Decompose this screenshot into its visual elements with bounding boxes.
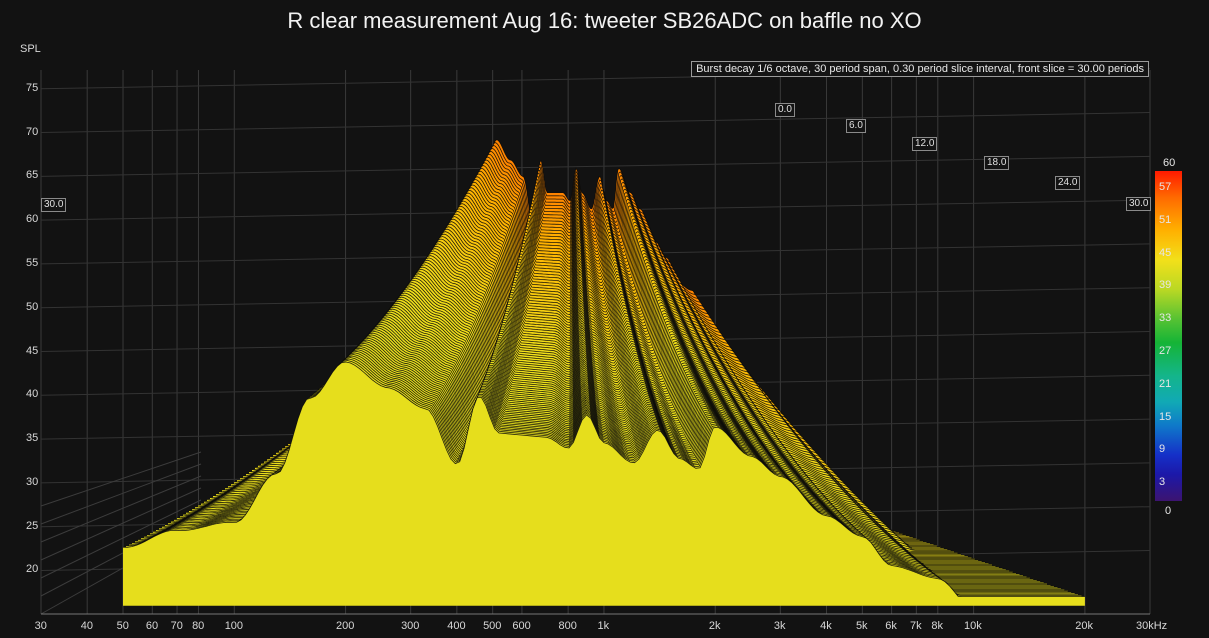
depth-tick-label: 0.0 — [775, 103, 795, 117]
x-tick-label: 60 — [145, 620, 159, 632]
y-tick-label: 75 — [26, 81, 39, 94]
x-tick-label: 600 — [512, 620, 531, 632]
colorbar-tick-label: 9 — [1159, 443, 1166, 456]
floor-line — [40, 451, 202, 507]
grid-line-y — [40, 155, 1151, 177]
y-tick-label: 45 — [26, 344, 39, 357]
x-tick-label: 1k — [597, 620, 610, 632]
measurement-info-box: Burst decay 1/6 octave, 30 period span, … — [691, 61, 1149, 77]
x-tick-label: 8k — [931, 620, 944, 632]
depth-tick-label: 30.0 — [1126, 197, 1152, 211]
colorbar-tick-label: 39 — [1159, 279, 1172, 292]
y-tick-label: 20 — [26, 563, 39, 576]
y-axis-label: SPL — [20, 43, 41, 55]
x-tick-label: 500 — [483, 620, 502, 632]
floor-line — [40, 463, 202, 525]
x-tick-label: 20k — [1075, 620, 1094, 632]
floor-line — [40, 475, 202, 543]
colorbar-tick-label: 60 — [1163, 157, 1176, 169]
colorbar-tick-label: 57 — [1159, 181, 1172, 193]
y-tick-label: 50 — [26, 300, 39, 313]
floor-line — [40, 499, 202, 579]
decay-slices — [122, 139, 1085, 606]
colorbar — [1155, 171, 1182, 501]
y-tick-label: 35 — [26, 432, 39, 445]
x-tick-label: 3k — [773, 620, 786, 632]
x-tick-label: 80 — [192, 620, 205, 632]
x-tick-label: 300 — [401, 620, 420, 632]
x-tick-label: 800 — [558, 620, 577, 632]
colorbar-tick-label: 51 — [1159, 213, 1172, 226]
x-tick-label: 30 — [34, 620, 47, 632]
colorbar-tick-label: 21 — [1159, 377, 1172, 390]
depth-tick-label: 6.0 — [846, 119, 866, 133]
y-tick-label: 30 — [26, 475, 39, 488]
x-tick-label: 30kHz — [1136, 620, 1168, 632]
y-tick-label: 60 — [26, 213, 39, 226]
x-tick-label: 4k — [820, 620, 832, 632]
decay-slice-fill — [123, 362, 1085, 606]
depth-tick-label: 24.0 — [1055, 176, 1081, 190]
x-tick-label: 70 — [170, 620, 183, 632]
x-tick-label: 5k — [855, 620, 868, 632]
x-tick-label: 100 — [224, 620, 244, 632]
chart-title: R clear measurement Aug 16: tweeter SB26… — [287, 8, 922, 33]
floor-line — [40, 487, 202, 561]
x-tick-label: 7k — [909, 620, 922, 632]
decay-slice-line — [122, 361, 1085, 597]
x-tick-label: 10k — [964, 620, 982, 632]
y-tick-label: 40 — [26, 388, 39, 401]
x-tick-label: 400 — [447, 620, 466, 632]
colorbar-tick-label: 3 — [1159, 476, 1166, 489]
y-tick-label: 65 — [26, 169, 39, 182]
y-tick-label: 25 — [26, 519, 39, 532]
y-tick-label: 55 — [26, 256, 39, 269]
x-tick-label: 50 — [116, 620, 129, 632]
y-tick-label: 70 — [26, 125, 39, 138]
colorbar-tick-label: 45 — [1159, 246, 1172, 259]
x-tick-label: 200 — [335, 620, 355, 632]
colorbar-tick-label: 27 — [1159, 345, 1172, 357]
grid-line-y — [40, 112, 1151, 134]
depth-tick-label: 12.0 — [912, 137, 938, 151]
colorbar-tick-label: 33 — [1159, 312, 1172, 325]
colorbar-tick-label: 15 — [1159, 410, 1172, 423]
front-slice-label: 30.0 — [41, 198, 67, 212]
x-tick-label: 2k — [708, 620, 721, 632]
x-tick-label: 6k — [885, 620, 897, 632]
colorbar-tick-label: 0 — [1165, 505, 1172, 517]
x-tick-label: 40 — [80, 620, 94, 632]
depth-tick-label: 18.0 — [984, 156, 1010, 170]
